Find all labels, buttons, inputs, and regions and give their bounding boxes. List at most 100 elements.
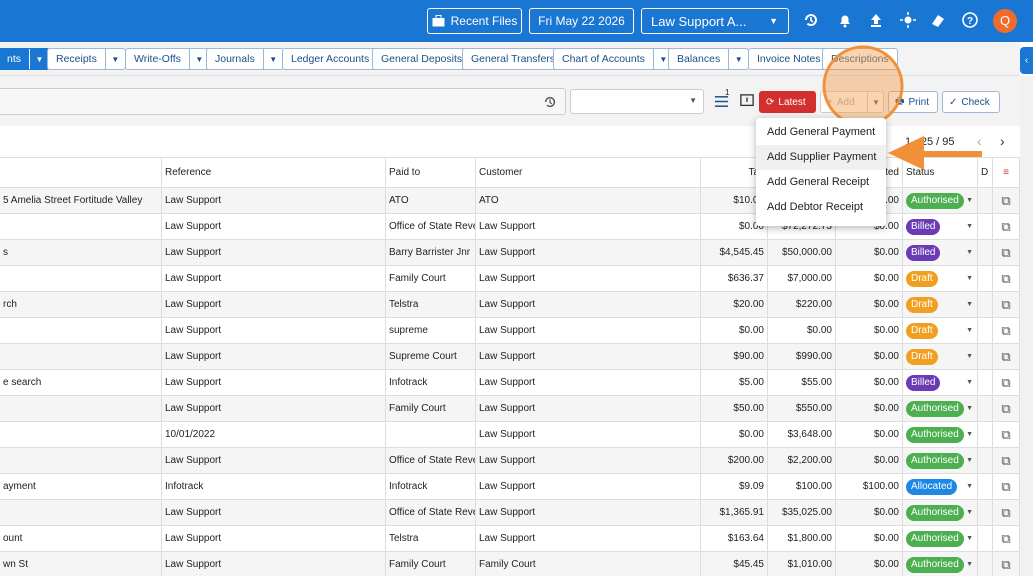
open-link[interactable]: ⧉ [993,448,1020,474]
table-row[interactable]: e search Law Support Infotrack Law Support $… [0,370,1020,396]
tab-caret[interactable]: ▼ [652,49,673,69]
table-row[interactable]: 10/01/2022 Law Support $0.00 $3,648.00 $0.00… [0,422,1020,448]
add-dropdown[interactable]: ▼ [867,91,884,113]
check-button[interactable]: ✓ Check [942,91,1000,113]
open-link[interactable]: ⧉ [993,214,1020,240]
open-link[interactable]: ⧉ [993,474,1020,500]
open-link[interactable]: ⧉ [993,552,1020,576]
tab[interactable]: nts ▼ [0,48,51,70]
status-caret[interactable]: ▼ [966,327,973,334]
status-pill[interactable]: Billed [906,375,941,391]
status-pill[interactable]: Draft [906,349,938,365]
status-caret[interactable]: ▼ [966,509,973,516]
tab-caret[interactable]: ▼ [104,49,125,69]
table-row[interactable]: Law Support Office of State Reve Law Suppo… [0,214,1020,240]
tab[interactable]: General Deposits [372,48,472,70]
status-caret[interactable]: ▼ [966,197,973,204]
open-link[interactable]: ⧉ [993,292,1020,318]
table-row[interactable]: s Law Support Barry Barrister Jnr Law Suppo… [0,240,1020,266]
status-caret[interactable]: ▼ [966,535,973,542]
status-caret[interactable]: ▼ [966,405,973,412]
alert-icon[interactable] [740,94,754,108]
status-pill[interactable]: Authorised [906,531,964,547]
status-pill[interactable]: Draft [906,271,938,287]
tab[interactable]: Invoice Notes [748,48,830,70]
open-link[interactable]: ⧉ [993,526,1020,552]
open-link[interactable]: ⧉ [993,370,1020,396]
status-caret[interactable]: ▼ [966,379,973,386]
filter-select[interactable]: ▼ [570,89,704,114]
status-caret[interactable]: ▼ [966,561,973,568]
table-row[interactable]: rch Law Support Telstra Law Support $20.00 $2… [0,292,1020,318]
table-row[interactable]: Law Support Supreme Court Law Support $90.0… [0,344,1020,370]
status-pill[interactable]: Authorised [906,193,964,209]
firm-select[interactable]: Law Support A... ▼ [641,8,789,34]
status-caret[interactable]: ▼ [966,353,973,360]
table-row[interactable]: Law Support supreme Law Support $0.00 $0.00 $… [0,318,1020,344]
status-pill[interactable]: Billed [906,219,941,235]
table-row[interactable]: ount Law Support Telstra Law Support $163.64… [0,526,1020,552]
tab[interactable]: Chart of Accounts ▼ [553,48,674,70]
table-row[interactable]: ayment Infotrack Infotrack Law Support $9.09… [0,474,1020,500]
upload-icon[interactable] [868,12,884,28]
next-page[interactable]: › [1000,133,1005,149]
table-row[interactable]: wn St Law Support Family Court Family Court… [0,552,1020,576]
filter-icon[interactable] [714,94,729,109]
status-pill[interactable]: Authorised [906,557,964,573]
recent-files-button[interactable]: Recent Files [427,8,522,34]
tab[interactable]: Receipts ▼ [47,48,126,70]
open-link[interactable]: ⧉ [993,422,1020,448]
status-pill[interactable]: Billed [906,245,941,261]
open-link[interactable]: ⧉ [993,266,1020,292]
status-pill[interactable]: Draft [906,297,938,313]
filter-clear[interactable]: ≡ [993,158,1020,188]
tab-caret[interactable]: ▼ [188,49,209,69]
status-caret[interactable]: ▼ [966,301,973,308]
open-link[interactable]: ⧉ [993,396,1020,422]
avatar[interactable]: Q [993,9,1017,33]
status-pill[interactable]: Authorised [906,427,964,443]
open-link[interactable]: ⧉ [993,318,1020,344]
bell-icon[interactable] [837,12,853,28]
status-pill[interactable]: Authorised [906,453,964,469]
status-caret[interactable]: ▼ [966,223,973,230]
open-link[interactable]: ⧉ [993,500,1020,526]
side-toggle[interactable]: ‹ [1020,47,1033,74]
history-icon[interactable] [803,12,819,28]
open-link[interactable]: ⧉ [993,344,1020,370]
tab[interactable]: Balances ▼ [668,48,750,70]
tab[interactable]: Ledger Accounts [282,48,379,70]
search-box[interactable] [0,88,566,115]
tab[interactable]: Write-Offs ▼ [125,48,210,70]
table-row[interactable]: Law Support Family Court Law Support $50.00… [0,396,1020,422]
menu-item[interactable]: Add General Payment [767,126,876,138]
status-caret[interactable]: ▼ [966,431,973,438]
tab[interactable]: General Transfers [462,48,565,70]
menu-item[interactable]: Add Debtor Receipt [767,201,863,213]
history-icon[interactable] [543,95,557,109]
open-link[interactable]: ⧉ [993,188,1020,214]
tab-caret[interactable]: ▼ [728,49,748,69]
book-icon[interactable] [930,12,946,28]
status-pill[interactable]: Authorised [906,505,964,521]
table-row[interactable]: Law Support Office of State Reve Law Suppo… [0,448,1020,474]
status-pill[interactable]: Draft [906,323,938,339]
latest-button[interactable]: ⟳ Latest [759,91,816,113]
date-button[interactable]: Fri May 22 2026 [529,8,634,34]
status-caret[interactable]: ▼ [966,249,973,256]
table-row[interactable]: Law Support Office of State Reve Law Suppo… [0,500,1020,526]
prev-page[interactable]: ‹ [977,133,982,149]
open-link[interactable]: ⧉ [993,240,1020,266]
status-caret[interactable]: ▼ [966,483,973,490]
tab-caret[interactable]: ▼ [262,49,283,69]
help-icon[interactable]: ? [962,12,978,28]
status-caret[interactable]: ▼ [966,457,973,464]
table-row[interactable]: Law Support Family Court Law Support $636.3… [0,266,1020,292]
status-caret[interactable]: ▼ [966,275,973,282]
theme-icon[interactable] [900,12,916,28]
menu-item[interactable]: Add Supplier Payment [756,145,886,170]
status-pill[interactable]: Allocated [906,479,958,495]
menu-item[interactable]: Add General Receipt [767,176,870,188]
tab-caret[interactable]: ▼ [29,49,49,69]
tab[interactable]: Journals ▼ [206,48,284,70]
